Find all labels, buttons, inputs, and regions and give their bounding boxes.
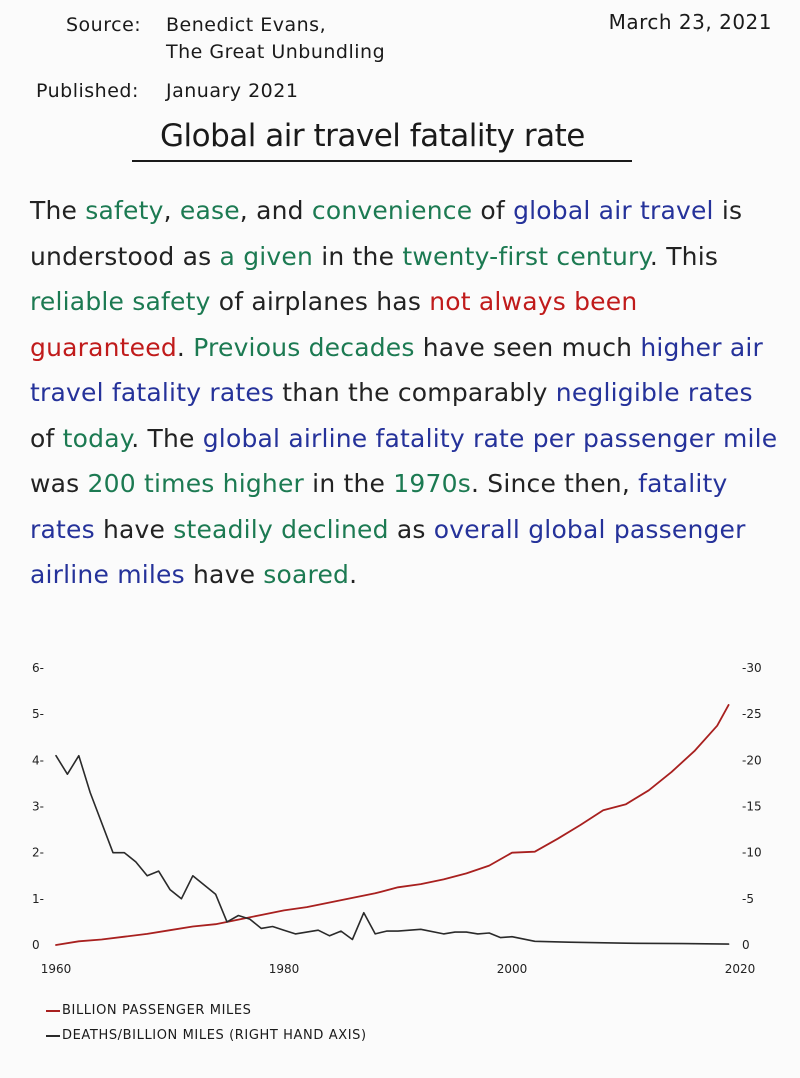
series-line-deaths-per-billion-miles [55,754,730,945]
paragraph-segment: of [472,196,514,225]
paragraph-segment: in the [313,241,403,271]
left-axis: 0 1- 2- 3- 4- 5- 6- [32,661,44,952]
paragraph-segment: . [349,560,358,589]
left-tick-label: 0 [32,938,40,952]
paragraph-segment: soared [263,560,350,589]
paragraph-segment: 1970s [393,469,471,498]
right-tick-label: -30 [742,661,762,675]
x-tick-label: 1980 [269,962,300,976]
paragraph-segment: . Since then, [470,469,639,498]
paragraph-segment: a given [219,241,314,271]
paragraph-segment: steadily declined [173,514,389,544]
right-tick-label: -20 [742,753,762,767]
paragraph-segment: overall global passenger airline miles [30,514,746,590]
body-paragraph: The safety, ease, and convenience of glo… [30,188,780,598]
left-tick-label: 2- [32,846,44,860]
title-underline [132,160,632,162]
legend-label-passenger-miles: BILLION PASSENGER MILES [62,1003,252,1018]
source-line-1: Benedict Evans, [166,14,327,36]
paragraph-segment: . This [649,241,719,271]
source-line-2: The Great Unbundling [166,41,386,63]
left-tick-label: 4- [32,753,44,767]
right-tick-label: -5 [742,892,754,906]
paragraph-segment: as [388,514,434,544]
series-line-passenger-miles [55,704,730,946]
paragraph-segment: reliable safety [30,287,211,316]
source-label: Source: [66,14,142,36]
paragraph-segment: than the comparably [274,378,556,407]
paragraph-segment: The [30,196,86,225]
paragraph-segment: , [163,196,180,225]
fatality-chart: 0 1- 2- 3- 4- 5- 6- 0 -5 -10 -15 -20 -25 -30 1960 198… [32,661,762,976]
paragraph-segment: fatality rates [30,469,728,544]
paragraph-segment: global airline fatality rate per passeng… [202,423,778,453]
x-tick-label: 2020 [725,962,756,976]
published-label: Published: [36,80,139,102]
page-title: Global air travel fatality rate [160,118,585,154]
paragraph-segment: not always been guaranteed [30,287,638,362]
paragraph-segment: Previous decades [193,332,415,362]
right-tick-label: -15 [742,800,762,814]
paragraph-segment: of airplanes has [210,287,430,316]
paragraph-segment: today [62,423,132,453]
paragraph-segment: safety [85,196,164,225]
paragraph-segment: of [30,423,63,453]
right-tick-label: -10 [742,846,762,860]
left-tick-label: 1- [32,892,44,906]
paragraph-segment: twenty-first century [402,241,650,271]
legend-label-deaths: DEATHS/BILLION MILES (RIGHT HAND AXIS) [62,1028,367,1043]
paragraph-segment: in the [304,469,394,498]
left-tick-label: 5- [32,707,44,721]
paragraph-segment: global air travel [513,196,714,225]
paragraph-segment: have seen much [414,332,641,362]
x-tick-label: 2000 [497,962,528,976]
right-tick-label: -25 [742,707,762,721]
paragraph-segment: . [176,332,194,362]
left-tick-label: 3- [32,800,44,814]
x-axis: 1960 1980 2000 2020 [41,962,756,976]
right-tick-label: 0 [742,938,750,952]
legend-item-passenger-miles: BILLION PASSENGER MILES [46,1003,252,1018]
paragraph-segment: have [184,560,264,589]
source-block: Source: Benedict Evans, The Great Unbundl… [66,12,385,66]
paragraph-segment: convenience [311,196,473,225]
legend-swatch-black [46,1034,60,1037]
legend-swatch-red [46,1009,60,1012]
paragraph-segment: higher air travel fatality rates [30,332,764,408]
right-axis: 0 -5 -10 -15 -20 -25 -30 [742,661,762,952]
published-value: January 2021 [166,80,299,102]
series-layer [55,704,730,946]
paragraph-segment: was [30,469,88,498]
paragraph-segment: ease [179,196,240,225]
x-tick-label: 1960 [41,962,72,976]
note-date: March 23, 2021 [608,10,772,34]
paragraph-segment: , and [239,196,312,225]
left-tick-label: 6- [32,661,44,675]
paragraph-segment: . The [131,423,203,453]
legend-item-deaths: DEATHS/BILLION MILES (RIGHT HAND AXIS) [46,1028,367,1043]
paragraph-segment: negligible rates [555,378,753,407]
published-block: Published: January 2021 [36,78,298,105]
paragraph-segment: have [94,514,174,544]
paragraph-segment: is understood as [30,196,743,271]
paragraph-segment: 200 times higher [87,469,305,498]
